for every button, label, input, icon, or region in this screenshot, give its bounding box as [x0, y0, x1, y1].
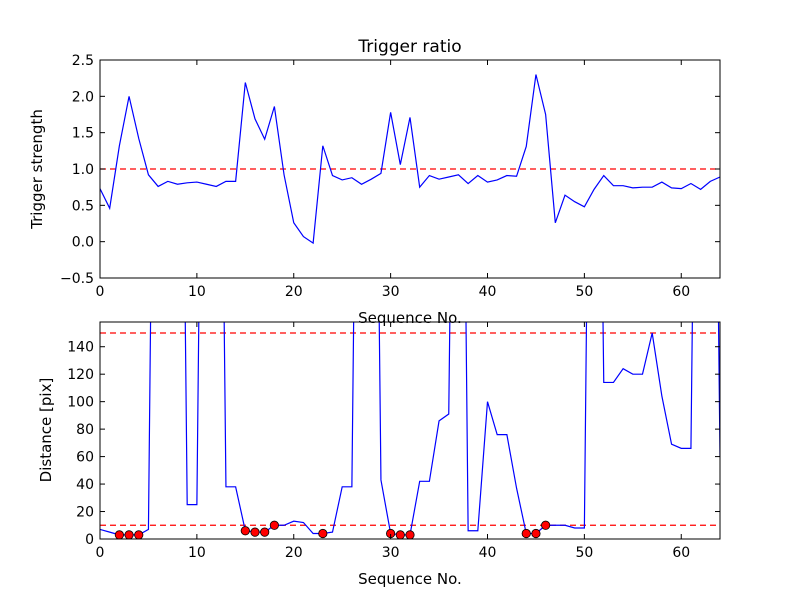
y-tick-label: 0.0 [72, 235, 94, 251]
y-tick-label: −0.5 [60, 271, 94, 287]
x-tick-label: 60 [672, 284, 690, 300]
distance-chart: 0 10 20 30 40 50 60 0 20 40 60 80 100 120 140 Sequenc… [37, 321, 721, 588]
data-point-marker [521, 528, 531, 539]
y-tick-label: 140 [67, 340, 94, 356]
bottom-y-axis-label: Distance [pix] [37, 378, 55, 483]
data-point-marker [114, 530, 124, 539]
x-tick-label: 10 [188, 284, 206, 300]
y-tick-label: 100 [67, 395, 94, 411]
data-point-marker [250, 527, 260, 537]
x-tick-label: 30 [382, 284, 400, 300]
x-tick-label: 0 [96, 284, 105, 300]
data-point-marker [124, 530, 134, 539]
y-tick-label: 60 [76, 450, 94, 466]
data-point-marker [531, 528, 541, 539]
data-point-marker [405, 530, 415, 539]
y-tick-label: 2.0 [72, 89, 94, 105]
top-x-ticks: 0 10 20 30 40 50 60 [96, 60, 690, 300]
x-tick-label: 50 [575, 284, 593, 300]
data-point-marker [318, 528, 328, 539]
top-y-ticks: −0.5 0.0 0.5 1.0 1.5 2.0 2.5 [60, 53, 720, 287]
top-chart-title: Trigger ratio [357, 37, 461, 57]
x-tick-label: 0 [96, 545, 105, 561]
y-tick-label: 20 [76, 505, 94, 521]
y-tick-label: 0 [85, 532, 94, 548]
data-point-marker [269, 520, 279, 530]
data-point-marker [260, 527, 270, 537]
x-tick-label: 10 [188, 545, 206, 561]
bottom-plot-frame [99, 321, 721, 540]
bottom-y-ticks: 0 20 40 60 80 100 120 140 [67, 340, 720, 548]
y-tick-label: 120 [67, 367, 94, 383]
x-tick-label: 60 [672, 545, 690, 561]
data-point-marker [541, 520, 551, 530]
x-tick-label: 40 [479, 284, 497, 300]
x-tick-label: 20 [285, 545, 303, 561]
x-tick-label: 50 [575, 545, 593, 561]
y-tick-label: 1.0 [72, 162, 94, 178]
x-tick-label: 20 [285, 284, 303, 300]
y-tick-label: 1.5 [72, 126, 94, 142]
bottom-threshold-lines [100, 332, 720, 526]
y-tick-label: 2.5 [72, 53, 94, 69]
bottom-x-ticks: 0 10 20 30 40 50 60 [96, 322, 690, 561]
data-point-marker [240, 526, 250, 536]
top-y-axis-label: Trigger strength [28, 109, 46, 230]
y-tick-label: 80 [76, 422, 94, 438]
data-point-marker [395, 530, 405, 539]
trigger-strength-line [100, 74, 720, 245]
y-tick-label: 0.5 [72, 198, 94, 214]
y-tick-label: 40 [76, 477, 94, 493]
x-tick-label: 40 [479, 545, 497, 561]
top-x-axis-label: Sequence No. [358, 309, 462, 327]
data-point-marker [134, 530, 144, 539]
distance-markers [114, 520, 551, 539]
bottom-x-axis-label: Sequence No. [358, 570, 462, 588]
x-tick-label: 30 [382, 545, 400, 561]
